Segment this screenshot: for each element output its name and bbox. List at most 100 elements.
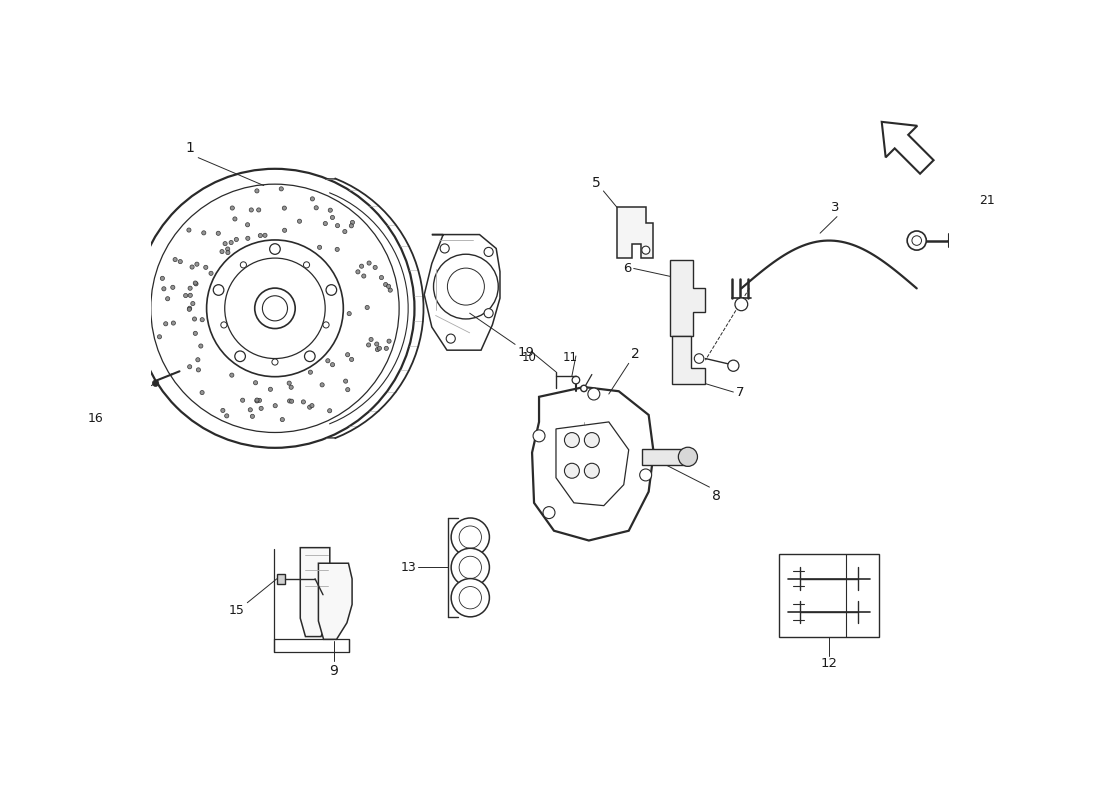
- Circle shape: [368, 338, 373, 342]
- Circle shape: [229, 241, 233, 245]
- Circle shape: [263, 234, 267, 238]
- Circle shape: [190, 265, 195, 269]
- Circle shape: [367, 261, 371, 265]
- Circle shape: [679, 447, 697, 466]
- Circle shape: [584, 463, 600, 478]
- Circle shape: [166, 297, 169, 301]
- Circle shape: [204, 266, 208, 270]
- Circle shape: [375, 347, 379, 352]
- Circle shape: [440, 244, 449, 253]
- Circle shape: [164, 322, 168, 326]
- Text: 2: 2: [630, 346, 639, 361]
- Circle shape: [257, 398, 262, 402]
- Circle shape: [272, 359, 278, 365]
- Circle shape: [170, 286, 175, 290]
- Circle shape: [310, 197, 315, 201]
- Circle shape: [375, 342, 378, 346]
- Circle shape: [308, 405, 311, 410]
- Circle shape: [326, 285, 337, 295]
- Circle shape: [459, 526, 482, 548]
- Circle shape: [190, 302, 195, 306]
- Circle shape: [387, 339, 392, 343]
- Circle shape: [188, 306, 191, 310]
- Circle shape: [249, 408, 252, 412]
- Circle shape: [962, 226, 975, 239]
- Circle shape: [328, 409, 332, 413]
- Circle shape: [305, 351, 315, 362]
- Circle shape: [641, 246, 650, 254]
- Circle shape: [912, 236, 922, 246]
- Circle shape: [318, 246, 321, 250]
- Circle shape: [345, 353, 350, 357]
- Circle shape: [221, 322, 227, 328]
- Circle shape: [694, 354, 704, 363]
- Circle shape: [330, 362, 334, 366]
- Circle shape: [350, 358, 354, 362]
- Circle shape: [187, 307, 191, 311]
- Circle shape: [735, 298, 748, 310]
- Circle shape: [273, 404, 277, 408]
- Circle shape: [297, 219, 301, 223]
- Circle shape: [451, 518, 490, 556]
- Circle shape: [289, 399, 294, 403]
- Circle shape: [161, 276, 165, 281]
- Circle shape: [534, 430, 544, 442]
- Text: 10: 10: [521, 351, 536, 364]
- Circle shape: [326, 358, 330, 363]
- Circle shape: [178, 259, 183, 264]
- Circle shape: [640, 469, 651, 481]
- Circle shape: [224, 414, 229, 418]
- Polygon shape: [779, 554, 880, 637]
- Polygon shape: [670, 261, 705, 336]
- Circle shape: [447, 334, 455, 343]
- Circle shape: [366, 343, 371, 347]
- Circle shape: [379, 275, 384, 280]
- Circle shape: [373, 266, 377, 270]
- Circle shape: [194, 331, 197, 335]
- Text: 9: 9: [330, 664, 339, 678]
- Circle shape: [384, 282, 387, 286]
- Circle shape: [226, 247, 230, 251]
- Circle shape: [230, 206, 234, 210]
- Circle shape: [194, 282, 198, 286]
- Circle shape: [365, 306, 370, 310]
- Circle shape: [310, 403, 314, 408]
- Circle shape: [192, 317, 197, 321]
- Circle shape: [451, 578, 490, 617]
- Circle shape: [256, 208, 261, 212]
- Polygon shape: [641, 449, 685, 465]
- Circle shape: [315, 206, 318, 210]
- Circle shape: [196, 358, 200, 362]
- Circle shape: [289, 385, 294, 390]
- Circle shape: [279, 186, 284, 191]
- Text: 13: 13: [400, 561, 416, 574]
- Polygon shape: [300, 548, 334, 637]
- Circle shape: [255, 398, 260, 402]
- Circle shape: [283, 206, 286, 210]
- Circle shape: [330, 215, 334, 219]
- Circle shape: [564, 463, 580, 478]
- Circle shape: [173, 258, 177, 262]
- Circle shape: [386, 284, 390, 289]
- Circle shape: [287, 381, 292, 386]
- Circle shape: [220, 250, 224, 254]
- Polygon shape: [882, 122, 934, 174]
- Polygon shape: [274, 639, 350, 652]
- Circle shape: [226, 250, 230, 254]
- Circle shape: [584, 433, 600, 447]
- Circle shape: [188, 365, 191, 369]
- Text: 5: 5: [593, 176, 602, 190]
- Circle shape: [308, 370, 312, 374]
- Circle shape: [217, 231, 220, 235]
- Polygon shape: [617, 207, 652, 258]
- Circle shape: [230, 373, 234, 378]
- Circle shape: [348, 311, 351, 316]
- Text: 11: 11: [562, 351, 578, 364]
- Text: 15: 15: [229, 604, 245, 618]
- Circle shape: [283, 228, 287, 232]
- Circle shape: [255, 399, 258, 403]
- Circle shape: [343, 379, 348, 383]
- Circle shape: [350, 224, 353, 228]
- Circle shape: [221, 408, 226, 413]
- Circle shape: [581, 386, 587, 392]
